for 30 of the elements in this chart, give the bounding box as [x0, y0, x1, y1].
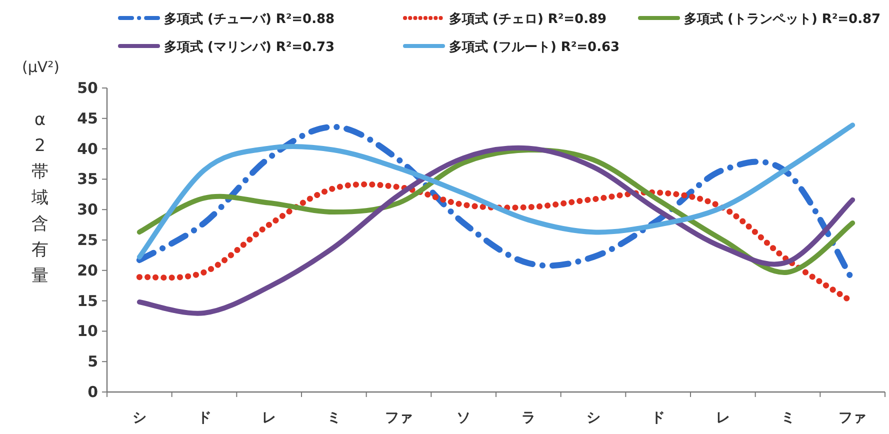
- x-tick-label: レ: [716, 410, 730, 426]
- legend-label: 多項式 (トランペット) R²=0.87: [684, 11, 881, 27]
- y-tick-label: 20: [77, 261, 98, 280]
- text: (μV²): [22, 58, 60, 76]
- x-tick-label: ソ: [456, 410, 471, 426]
- y-tick-label: 35: [77, 170, 98, 188]
- y-tick-label: 15: [77, 292, 98, 310]
- y-tick-label: 30: [77, 200, 98, 219]
- legend-label: 多項式 (マリンバ) R²=0.73: [164, 39, 335, 55]
- legend-label: 多項式 (チューバ) R²=0.88: [164, 11, 335, 27]
- x-tick-label: ミ: [326, 410, 341, 426]
- x-tick-label: レ: [262, 410, 276, 426]
- x-tick-label: ファ: [384, 410, 413, 426]
- x-tick-label: ド: [651, 410, 666, 426]
- x-tick-label: シ: [132, 410, 146, 426]
- y-axis-title: α2帯域含有量: [30, 110, 48, 286]
- x-tick-label: シ: [586, 410, 600, 426]
- x-tick-label: ド: [197, 410, 212, 426]
- x-tick-label: ファ: [838, 410, 867, 426]
- y-tick-label: 50: [77, 79, 98, 97]
- x-tick-label: ミ: [780, 410, 795, 426]
- legend-label: 多項式 (フルート) R²=0.63: [449, 39, 620, 55]
- y-tick-label: 10: [77, 322, 98, 340]
- y-tick-label: 40: [77, 140, 98, 158]
- y-tick-label: 0: [88, 383, 98, 401]
- y-tick-label: 5: [88, 352, 98, 371]
- y-tick-label: 45: [77, 109, 98, 128]
- x-tick-label: ラ: [521, 410, 536, 426]
- legend-label: 多項式 (チェロ) R²=0.89: [449, 11, 607, 27]
- y-tick-label: 25: [77, 231, 98, 249]
